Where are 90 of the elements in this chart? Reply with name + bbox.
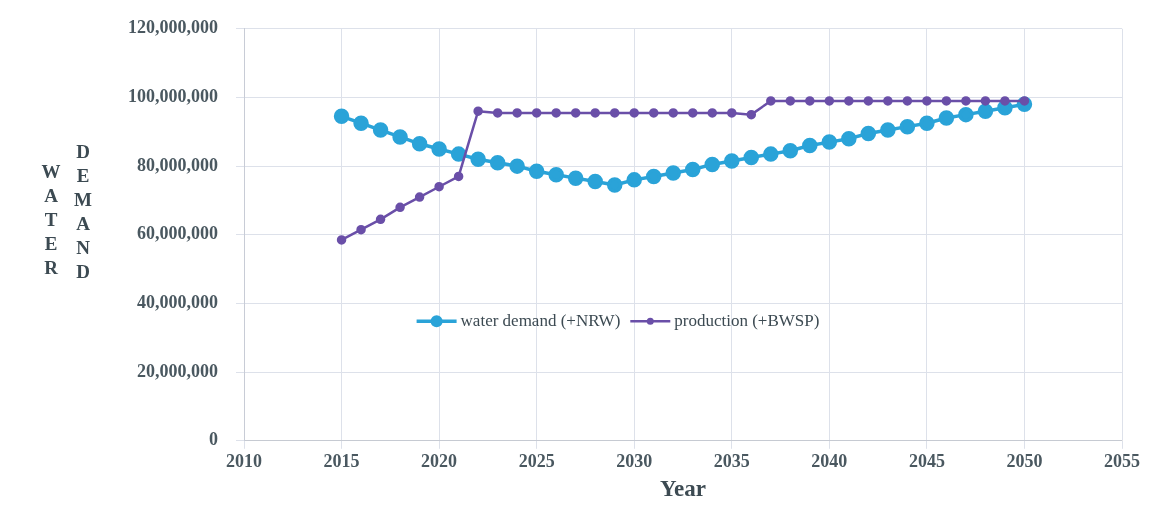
point xyxy=(821,134,838,150)
point xyxy=(763,146,779,162)
point xyxy=(961,96,971,106)
point xyxy=(434,181,444,192)
x-tick-label: 2025 xyxy=(518,451,555,472)
point xyxy=(707,108,718,118)
point xyxy=(356,224,366,235)
point xyxy=(509,158,525,174)
point xyxy=(860,125,877,142)
point xyxy=(899,118,916,135)
y-tick-label: 80,000,000 xyxy=(137,154,218,175)
point xyxy=(883,96,893,106)
point xyxy=(841,130,857,147)
y-tick-label: 100,000,000 xyxy=(128,86,218,107)
point xyxy=(473,106,483,116)
point xyxy=(531,108,542,118)
x-tick-label: 2035 xyxy=(713,451,750,472)
point xyxy=(626,172,642,188)
point xyxy=(685,161,701,178)
x-tick-label: 2045 xyxy=(908,451,945,472)
point xyxy=(375,214,386,225)
point xyxy=(453,171,464,182)
point xyxy=(805,96,815,106)
x-tick-label: 2050 xyxy=(1006,451,1043,472)
point xyxy=(980,96,991,106)
point xyxy=(648,108,659,118)
point xyxy=(395,202,405,213)
point xyxy=(606,177,623,193)
point xyxy=(489,154,506,171)
point xyxy=(782,142,799,159)
x-tick-label: 2015 xyxy=(323,451,360,472)
point xyxy=(844,96,854,106)
y-tick-label: 20,000,000 xyxy=(137,360,218,381)
y-tick-label: 40,000,000 xyxy=(137,292,218,313)
point xyxy=(938,110,955,126)
point xyxy=(688,108,698,118)
point xyxy=(512,108,522,118)
point xyxy=(609,108,620,118)
point xyxy=(411,136,428,152)
point xyxy=(785,96,796,106)
point xyxy=(746,109,757,120)
point xyxy=(919,115,935,131)
point xyxy=(941,96,952,106)
point xyxy=(392,129,408,145)
point xyxy=(802,137,818,154)
point xyxy=(766,96,776,106)
point xyxy=(353,115,369,131)
point xyxy=(727,108,737,118)
point xyxy=(977,103,994,119)
y-tick-label: 0 xyxy=(209,429,218,450)
y-tick-label: 120,000,000 xyxy=(128,17,218,38)
x-tick-label: 2030 xyxy=(616,451,653,472)
point xyxy=(629,108,639,118)
text: WATER DEMAND xyxy=(41,141,92,282)
point xyxy=(548,166,564,183)
y-tick-label: 60,000,000 xyxy=(137,223,218,244)
point xyxy=(414,192,425,202)
point xyxy=(431,141,447,157)
legend-label: production (+BWSP) xyxy=(674,310,820,330)
point xyxy=(450,146,467,162)
x-tick-label: 2040 xyxy=(811,451,848,472)
point xyxy=(958,106,974,123)
point xyxy=(645,168,662,185)
point xyxy=(587,173,603,190)
point xyxy=(902,96,913,106)
point xyxy=(668,108,678,118)
point xyxy=(470,151,486,168)
point xyxy=(724,153,740,169)
point xyxy=(336,235,347,245)
point xyxy=(922,96,932,106)
point xyxy=(372,122,389,138)
point xyxy=(570,108,581,118)
point xyxy=(492,108,503,118)
point xyxy=(528,163,545,180)
point xyxy=(551,108,561,118)
point xyxy=(567,170,584,186)
point xyxy=(824,96,835,106)
point xyxy=(1000,96,1010,106)
point xyxy=(333,108,350,125)
x-tick-label: 2020 xyxy=(421,451,458,472)
point xyxy=(704,156,721,173)
legend-label: water demand (+NRW) xyxy=(460,310,621,330)
point xyxy=(863,96,874,106)
x-tick-label: 2010 xyxy=(226,451,262,472)
point xyxy=(590,108,600,118)
x-tick-label: 2055 xyxy=(1104,451,1140,472)
point xyxy=(880,122,896,138)
x-axis-title: Year xyxy=(660,476,706,502)
point xyxy=(665,165,681,181)
point xyxy=(743,149,760,166)
